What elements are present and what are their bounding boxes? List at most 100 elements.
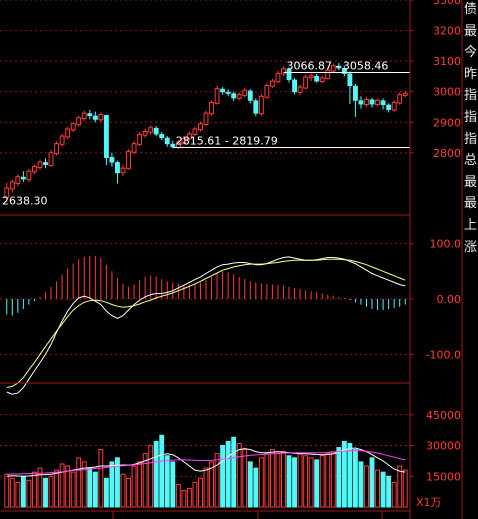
candle-body: [65, 128, 71, 138]
candle-body: [303, 76, 309, 89]
side-info-label: 指: [464, 131, 478, 147]
candle-body: [137, 134, 143, 145]
volume-bar: [341, 440, 347, 508]
volume-bar: [137, 461, 143, 508]
volume-bar: [81, 461, 87, 508]
volume-bar: [164, 455, 170, 508]
volume-bar: [214, 453, 220, 508]
volume-bar: [303, 455, 309, 508]
candle-body: [9, 181, 15, 190]
candle-body: [142, 130, 148, 136]
candle-body: [15, 176, 21, 184]
side-info-label: 最: [464, 23, 478, 39]
candle-body: [220, 88, 226, 93]
volume-bar: [181, 490, 187, 508]
candle-body: [48, 152, 54, 167]
volume-bar: [308, 457, 314, 508]
side-info-label: 总: [464, 153, 478, 169]
volume-bar: [236, 442, 242, 508]
volume-bar: [242, 449, 248, 508]
candle-body: [81, 112, 87, 120]
candle-body: [20, 176, 26, 180]
volume-bar: [386, 475, 392, 508]
volume-bar: [319, 455, 325, 508]
candle-body: [286, 69, 292, 80]
candle-body: [269, 80, 275, 87]
candle-body: [275, 72, 281, 83]
side-info-label: 上: [464, 218, 478, 233]
candle-body: [397, 94, 403, 104]
candle-body: [37, 161, 43, 169]
volume-bar: [352, 449, 358, 508]
candle-body: [297, 86, 303, 93]
candle-body: [358, 100, 364, 105]
volume-bar: [380, 471, 386, 508]
volume-bar: [87, 467, 93, 508]
candle-body: [281, 68, 286, 75]
macd-tick-label: 0.00: [437, 293, 462, 306]
candle-body: [352, 85, 358, 101]
candle-body: [148, 127, 154, 133]
volume-bar: [142, 453, 148, 508]
macd-dif-line: [6, 256, 406, 395]
volume-bar: [391, 481, 397, 508]
volume-bar: [159, 434, 165, 508]
volume-bar: [26, 479, 32, 508]
candle-body: [214, 88, 220, 104]
volume-bar: [369, 457, 375, 508]
volume-bar: [264, 453, 270, 508]
volume-bar: [4, 473, 10, 508]
candle-body: [402, 92, 408, 96]
candle-body: [341, 67, 347, 74]
volume-bar: [275, 453, 281, 508]
candle-body: [336, 65, 342, 69]
volume-bar: [297, 453, 303, 508]
candle-body: [170, 143, 176, 148]
candle-body: [4, 187, 10, 198]
price-annotation: 2638.30: [2, 194, 48, 207]
candle-body: [247, 90, 253, 101]
candle-body: [209, 101, 214, 115]
volume-bar: [148, 445, 154, 508]
volume-bar: [253, 467, 259, 508]
candle-body: [87, 113, 93, 117]
candle-body: [347, 73, 353, 87]
volume-bar: [220, 445, 226, 508]
candle-body: [264, 85, 270, 98]
candle-body: [109, 156, 115, 163]
candle-body: [54, 143, 60, 154]
volume-bar: [9, 477, 15, 508]
candle-body: [131, 143, 137, 153]
candle-body: [76, 117, 82, 126]
candle-body: [98, 114, 104, 121]
side-info-label: 涨: [464, 239, 478, 255]
candle-body: [59, 135, 65, 145]
macd-tick-label: -100.0: [426, 348, 461, 361]
candle-body: [115, 162, 120, 174]
price-tick-label: 3300: [433, 0, 461, 7]
candle-body: [292, 79, 297, 93]
volume-bar: [43, 477, 48, 508]
volume-bar: [330, 451, 336, 508]
candle-body: [192, 128, 198, 136]
candle-body: [325, 69, 331, 80]
candle-body: [126, 150, 131, 170]
volume-bar: [358, 461, 364, 508]
candle-body: [308, 75, 314, 79]
volume-bar: [20, 475, 26, 508]
candle-body: [153, 127, 159, 135]
candle-body: [236, 94, 242, 99]
volume-bar: [54, 469, 60, 508]
volume-bar: [325, 453, 331, 508]
volume-bar: [32, 471, 37, 508]
candle-body: [253, 100, 259, 114]
price-annotation: 2815.61 - 2819.79: [176, 134, 278, 147]
price-tick-label: 3200: [433, 25, 461, 38]
candle-body: [391, 101, 397, 111]
volume-bar: [258, 457, 264, 508]
volume-tick-label: 15000: [426, 470, 461, 483]
volume-ma-line: [6, 450, 406, 475]
price-tick-label: 2900: [433, 116, 461, 129]
volume-bar: [269, 449, 275, 508]
